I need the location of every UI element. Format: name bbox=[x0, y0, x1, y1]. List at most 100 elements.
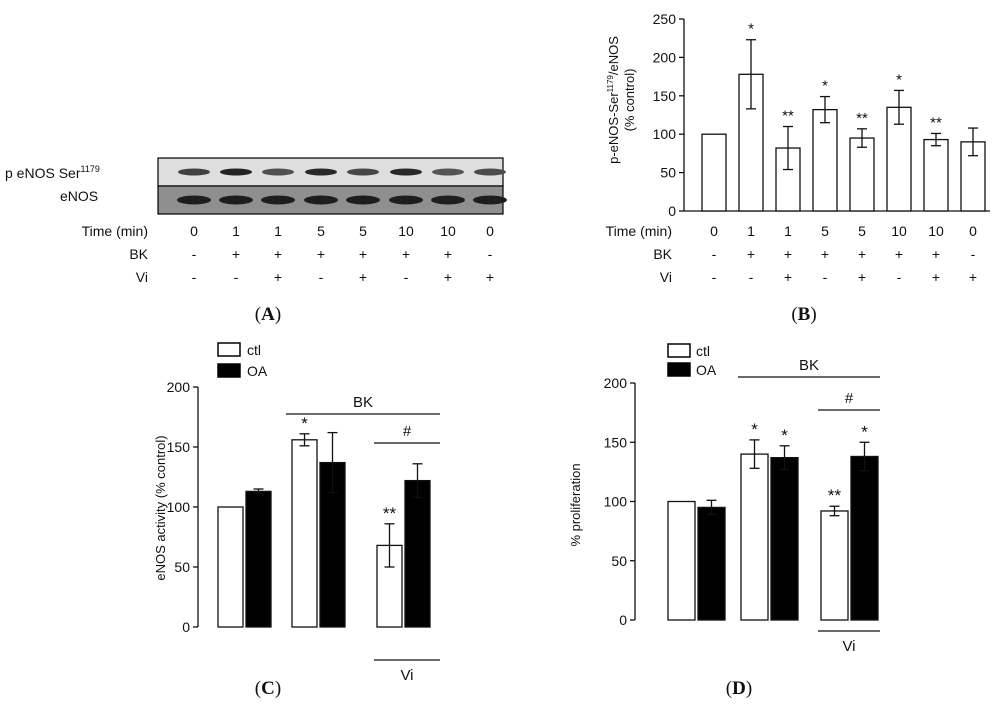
panel-a-condition-rows: Time (min) BK Vi 0 - - 1 + - 1 + +5 + - 5 + +10 + - 10 + +0 - + bbox=[82, 223, 494, 285]
panel-b-ylabel-line2: (% control) bbox=[622, 69, 637, 132]
bar-b bbox=[701, 133, 727, 212]
legend-label-ctl: ctl bbox=[247, 342, 261, 358]
panel-a-western-blot: p eNOS Ser1179 eNOS Time (min) BK Vi 0 - - 1 + -… bbox=[5, 157, 507, 325]
significance-marker: ** bbox=[930, 114, 942, 131]
time-value: 5 bbox=[317, 223, 325, 239]
vi-sign: - bbox=[192, 269, 197, 285]
time-value-b: 0 bbox=[969, 223, 977, 239]
significance-marker: * bbox=[748, 21, 754, 38]
time-value-b: 5 bbox=[858, 223, 866, 239]
panel-b-y-tick-label: 100 bbox=[653, 126, 677, 142]
time-value: 5 bbox=[359, 223, 367, 239]
bk-group-label: BK bbox=[799, 357, 819, 374]
bar-ctl bbox=[667, 500, 696, 621]
legend-swatch-ctl-d bbox=[667, 343, 691, 358]
significance-marker: ** bbox=[383, 504, 397, 523]
row-label-time: Time (min) bbox=[82, 223, 148, 239]
row-label-vi: Vi bbox=[136, 269, 148, 285]
bk-sign: + bbox=[274, 246, 282, 262]
band-enos bbox=[304, 195, 338, 205]
bar-OA bbox=[404, 479, 431, 628]
time-value: 1 bbox=[274, 223, 282, 239]
chartC-y-tick-label: 200 bbox=[167, 379, 191, 395]
band-p-enos bbox=[305, 168, 337, 176]
vi-sign: - bbox=[234, 269, 239, 285]
legend-label-oa: OA bbox=[247, 363, 268, 379]
band-enos bbox=[261, 195, 295, 205]
significance-marker: * bbox=[822, 78, 828, 95]
bar-ctl bbox=[820, 510, 849, 621]
time-value-b: 5 bbox=[821, 223, 829, 239]
vi-sign-b: + bbox=[969, 269, 977, 285]
hash-marker: # bbox=[845, 390, 854, 407]
band-p-enos bbox=[347, 168, 379, 176]
vi-sign-b: - bbox=[712, 269, 717, 285]
vi-sign: + bbox=[444, 269, 452, 285]
vi-group-label: Vi bbox=[400, 667, 413, 684]
band-enos bbox=[431, 195, 465, 205]
band-label-p-enos: p eNOS Ser1179 bbox=[5, 164, 100, 181]
band-label-enos: eNOS bbox=[60, 188, 98, 204]
vi-sign: + bbox=[274, 269, 282, 285]
band-p-enos bbox=[390, 168, 422, 176]
vi-sign-b: + bbox=[858, 269, 866, 285]
bar-OA bbox=[697, 506, 726, 621]
bk-sign: + bbox=[444, 246, 452, 262]
band-enos bbox=[177, 195, 211, 205]
bk-sign-b: + bbox=[784, 246, 792, 262]
bk-sign: + bbox=[359, 246, 367, 262]
panel-b-y-tick-label: 250 bbox=[653, 11, 677, 27]
time-value-b: 10 bbox=[891, 223, 907, 239]
bk-group-label: BK bbox=[353, 394, 373, 411]
bar-ctl bbox=[217, 506, 244, 628]
vi-sign: - bbox=[404, 269, 409, 285]
significance-marker: ** bbox=[856, 110, 868, 127]
panel-b-chart: p-eNOS-Ser1179/eNOS (% control) 05010015… bbox=[606, 11, 990, 325]
band-enos bbox=[473, 195, 507, 205]
vi-sign-b: + bbox=[784, 269, 792, 285]
panel-c-chart: ctl OA eNOS activity (% control) 0 50 100 1… bbox=[153, 342, 440, 699]
panel-d-ylabel: % proliferation bbox=[568, 463, 583, 546]
bk-sign-b: + bbox=[821, 246, 829, 262]
chartC-y-tick-label: 150 bbox=[167, 439, 191, 455]
significance-marker: * bbox=[751, 420, 758, 439]
bar-OA bbox=[245, 490, 272, 628]
panel-b-condition-rows: Time (min) BK Vi 0 - - 1 + - 1 + +5 + - 5 + +10 + - 10 + +0 - + bbox=[606, 223, 977, 285]
band-p-enos bbox=[432, 168, 464, 176]
time-value: 0 bbox=[190, 223, 198, 239]
band-enos bbox=[219, 195, 253, 205]
row-label-vi-b: Vi bbox=[660, 269, 672, 285]
bk-sign: + bbox=[402, 246, 410, 262]
chartD-y-tick-label: 50 bbox=[611, 553, 627, 569]
panel-b-y-tick-label: 0 bbox=[668, 203, 676, 219]
panel-c-label: (C) bbox=[255, 678, 281, 699]
significance-marker: ** bbox=[782, 108, 794, 125]
bar-OA bbox=[770, 457, 799, 621]
vi-sign-b: + bbox=[932, 269, 940, 285]
panel-b-ylabel: p-eNOS-Ser1179/eNOS bbox=[606, 36, 621, 164]
panel-b-y-tick-label: 50 bbox=[660, 165, 676, 181]
panel-b-y-tick-label: 150 bbox=[653, 88, 677, 104]
bk-sign: - bbox=[192, 246, 197, 262]
vi-sign-b: - bbox=[749, 269, 754, 285]
bk-sign-b: + bbox=[858, 246, 866, 262]
time-value-b: 1 bbox=[747, 223, 755, 239]
band-p-enos bbox=[262, 168, 294, 176]
bk-sign-b: - bbox=[971, 246, 976, 262]
significance-marker: * bbox=[301, 414, 308, 433]
bk-sign-b: - bbox=[712, 246, 717, 262]
chartD-y-tick-label: 0 bbox=[619, 612, 627, 628]
significance-marker: ** bbox=[828, 486, 842, 505]
legend-label-oa-d: OA bbox=[696, 362, 717, 378]
time-value-b: 1 bbox=[784, 223, 792, 239]
legend-swatch-ctl bbox=[217, 342, 241, 357]
panel-c-ylabel: eNOS activity (% control) bbox=[153, 435, 168, 580]
time-value: 10 bbox=[398, 223, 414, 239]
significance-marker: * bbox=[896, 71, 902, 88]
vi-sign-b: - bbox=[823, 269, 828, 285]
legend-swatch-oa-d bbox=[667, 362, 691, 377]
band-p-enos bbox=[220, 168, 252, 176]
legend-swatch-oa bbox=[217, 363, 241, 378]
